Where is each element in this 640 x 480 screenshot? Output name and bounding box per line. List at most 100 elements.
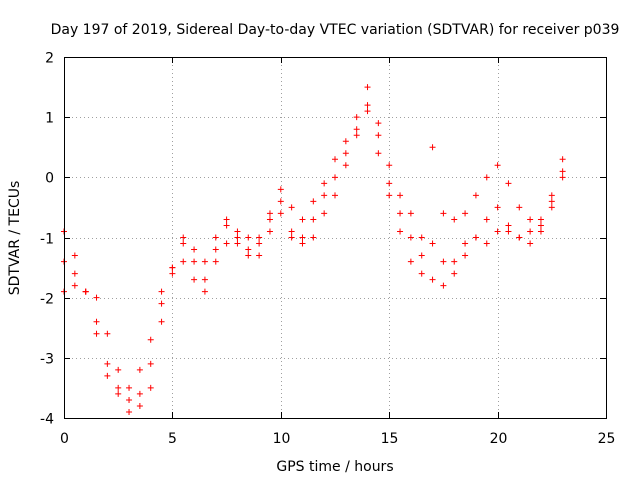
y-tick-label: -1 — [40, 232, 54, 248]
data-point — [462, 252, 469, 259]
data-point — [115, 390, 122, 397]
data-point — [136, 402, 143, 409]
data-point — [299, 216, 306, 223]
data-point — [277, 210, 284, 217]
data-point — [386, 180, 393, 187]
data-point — [212, 234, 219, 241]
data-point — [266, 216, 273, 223]
data-point — [537, 216, 544, 223]
data-point — [440, 210, 447, 217]
data-point — [234, 234, 241, 241]
data-point — [212, 258, 219, 265]
data-point — [71, 270, 78, 277]
data-point — [397, 228, 404, 235]
data-point — [136, 390, 143, 397]
data-point — [494, 204, 501, 211]
data-point — [136, 366, 143, 373]
data-point — [93, 294, 100, 301]
data-point — [537, 222, 544, 229]
y-tick-label: -4 — [40, 412, 54, 428]
y-axis-label: SDTVAR / TECUs — [7, 181, 23, 296]
data-point — [310, 216, 317, 223]
data-point — [407, 234, 414, 241]
data-point — [82, 288, 89, 295]
data-point — [169, 270, 176, 277]
data-point — [126, 384, 133, 391]
data-point — [71, 252, 78, 259]
data-point — [266, 210, 273, 217]
x-tick-label: 15 — [381, 431, 399, 447]
x-tick-label: 0 — [60, 431, 69, 447]
data-point — [386, 162, 393, 169]
data-point — [288, 234, 295, 241]
data-point — [191, 246, 198, 253]
data-point — [147, 360, 154, 367]
data-point — [527, 216, 534, 223]
data-point — [548, 198, 555, 205]
data-point — [537, 228, 544, 235]
data-point — [505, 228, 512, 235]
data-point — [516, 234, 523, 241]
data-point — [93, 318, 100, 325]
data-point — [245, 246, 252, 253]
data-point — [332, 192, 338, 199]
data-point — [353, 126, 360, 133]
data-point — [429, 144, 436, 151]
x-tick-label: 25 — [598, 431, 616, 447]
data-point — [429, 240, 436, 247]
data-point — [321, 192, 328, 199]
data-point — [191, 258, 198, 265]
y-tick-label: -3 — [40, 352, 54, 368]
data-point — [147, 384, 154, 391]
x-tick-label: 5 — [168, 431, 177, 447]
x-tick-label: 20 — [490, 431, 508, 447]
data-point — [386, 192, 393, 199]
data-point — [180, 258, 187, 265]
data-point — [104, 330, 111, 337]
data-point — [126, 396, 133, 403]
data-point — [364, 84, 371, 91]
plot-frame — [64, 57, 607, 419]
data-point — [364, 102, 371, 109]
data-point — [321, 210, 328, 217]
data-point — [342, 162, 349, 169]
data-point — [559, 156, 566, 163]
data-point — [494, 228, 501, 235]
x-tick-label: 10 — [273, 431, 291, 447]
data-point — [234, 240, 241, 247]
data-point — [462, 240, 469, 247]
data-point — [180, 240, 187, 247]
data-point — [299, 234, 306, 241]
data-point — [277, 186, 284, 193]
data-point — [407, 258, 414, 265]
data-point — [288, 204, 295, 211]
data-point — [126, 408, 133, 415]
chart-title: Day 197 of 2019, Sidereal Day-to-day VTE… — [51, 22, 620, 38]
data-point — [201, 276, 208, 283]
data-point — [494, 162, 501, 169]
data-point — [397, 192, 404, 199]
data-point — [516, 204, 523, 211]
data-point — [256, 234, 263, 241]
data-point — [418, 252, 425, 259]
data-point — [288, 228, 295, 235]
x-axis-label: GPS time / hours — [276, 459, 393, 475]
data-point — [104, 360, 111, 367]
data-point — [245, 234, 252, 241]
data-point — [234, 228, 241, 235]
data-point — [418, 270, 425, 277]
data-point — [472, 234, 479, 241]
data-point — [353, 114, 360, 121]
data-point — [375, 120, 382, 127]
data-point — [505, 222, 512, 229]
data-point — [418, 234, 425, 241]
data-point — [191, 276, 198, 283]
data-point — [223, 216, 230, 223]
data-point — [440, 282, 447, 289]
y-tick-label: 1 — [45, 111, 54, 127]
data-point — [451, 258, 458, 265]
axis-ticks: 0 5 10 15 20 25 -4 -3 -2 -1 0 1 2 — [40, 51, 615, 448]
data-point — [342, 138, 349, 145]
y-tick-label: 2 — [45, 51, 54, 67]
